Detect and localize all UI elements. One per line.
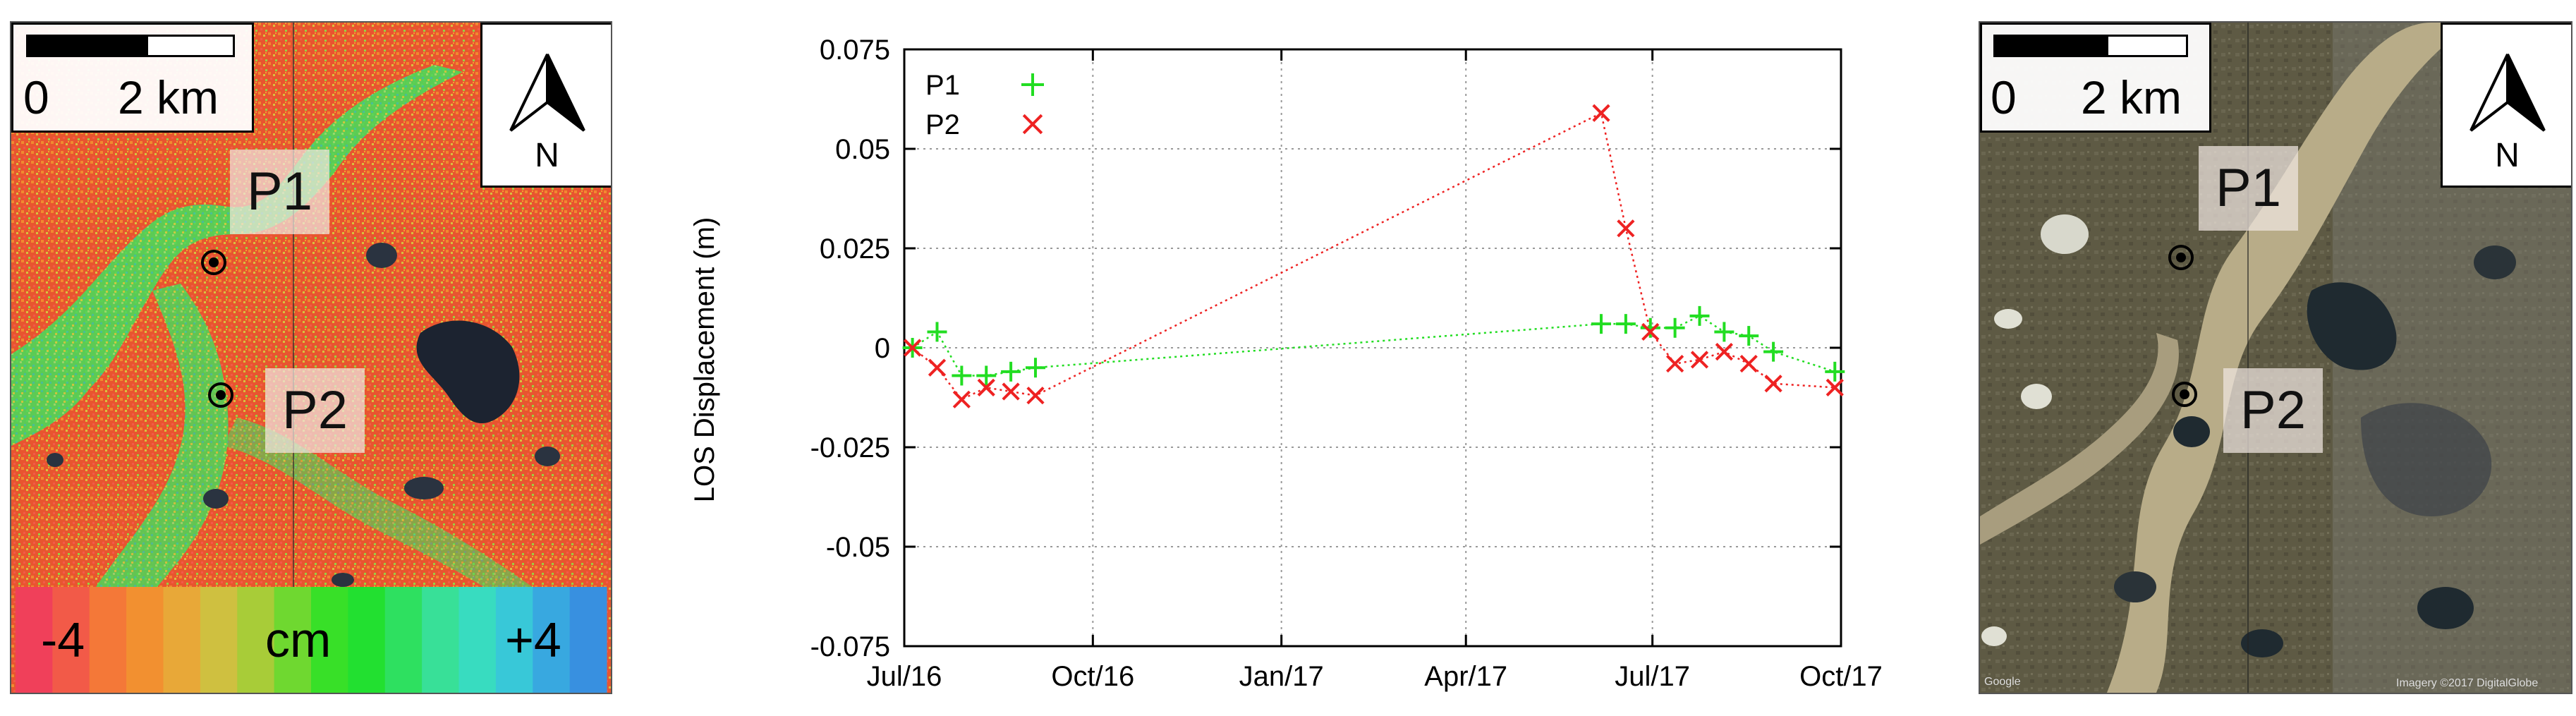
x-tick-label: Jul/16 — [867, 661, 942, 692]
data-point-p1 — [976, 365, 997, 386]
data-point-p2 — [952, 390, 971, 408]
colorbar-swatch — [52, 587, 90, 693]
data-point-p2 — [1764, 375, 1782, 393]
colorbar-swatch — [237, 587, 275, 693]
data-point-p2 — [1715, 343, 1733, 361]
legend-label-p1: P1 — [925, 70, 960, 101]
scale-bar-zero-right: 0 — [1991, 71, 2017, 123]
data-point-p2 — [1739, 354, 1758, 373]
scale-bar-distance: 2 km — [118, 71, 219, 123]
data-point-p1 — [1714, 322, 1734, 342]
p2-location-marker — [208, 382, 233, 408]
colorbar-swatch — [89, 587, 127, 693]
scale-bar-zero: 0 — [23, 71, 49, 123]
p2-label-right: P2 — [2223, 368, 2323, 453]
chart-plot: -0.075 -0.05 -0.025 0 0.025 0.05 0.075 Jul/16 Oc… — [689, 35, 1883, 692]
x-tick-label: Oct/17 — [1799, 661, 1883, 692]
data-point-p2 — [977, 378, 995, 397]
y-tick-label: 0.05 — [835, 134, 890, 165]
y-tick-label: -0.025 — [810, 432, 890, 463]
data-point-p2 — [1690, 351, 1709, 369]
map-credit-imagery: Imagery ©2017 DigitalGlobe — [2396, 677, 2539, 689]
colorbar-swatch — [458, 587, 497, 693]
data-point-p1 — [1763, 341, 1784, 362]
colorbar-max-label: +4 — [505, 612, 561, 667]
legend-marker-p2 — [1022, 114, 1043, 135]
colorbar-swatch — [274, 587, 312, 693]
scale-bar-right: 0 2 km — [1980, 23, 2211, 133]
y-tick-label: -0.05 — [826, 532, 890, 563]
legend-label-p2: P2 — [925, 109, 960, 140]
data-point-p1 — [927, 322, 947, 342]
data-point-p2 — [1026, 387, 1045, 405]
data-point-p2 — [1825, 378, 1844, 397]
north-label-right: N — [2495, 137, 2520, 174]
data-point-p1 — [1665, 317, 1685, 338]
data-point-p1 — [1640, 317, 1660, 338]
y-tick-label: 0 — [875, 333, 890, 364]
data-point-p1 — [1689, 305, 1710, 326]
scale-bar: 0 2 km — [11, 23, 254, 133]
p1-label-right: P1 — [2199, 146, 2298, 231]
data-point-p1 — [1001, 361, 1021, 382]
colorbar-swatch — [126, 587, 164, 693]
chart-marks — [902, 104, 1845, 408]
colorbar-swatch — [533, 587, 571, 693]
colorbar-swatch — [163, 587, 201, 693]
colorbar-swatch — [569, 587, 607, 693]
scale-bar-distance-right: 2 km — [2081, 71, 2182, 123]
data-point-p1 — [952, 365, 972, 386]
y-axis-label: LOS Displacement (m) — [689, 217, 720, 503]
p2-location-marker-right — [2172, 382, 2197, 407]
displacement-chart: -0.075 -0.05 -0.025 0 0.025 0.05 0.075 Jul/16 Oc… — [677, 28, 1904, 712]
y-tick-label: 0.025 — [820, 233, 890, 265]
colorbar-swatch — [348, 587, 386, 693]
colorbar-swatch — [495, 587, 533, 693]
data-point-p2 — [1592, 104, 1610, 122]
north-arrow-icon — [509, 54, 585, 132]
north-arrow-icon-right — [2469, 54, 2546, 132]
data-point-p1 — [1739, 326, 1759, 346]
colorbar-unit-label: cm — [265, 612, 332, 667]
data-point-p1 — [1615, 314, 1636, 334]
p1-label: P1 — [230, 150, 329, 234]
series-line-p1 — [911, 315, 1835, 377]
satellite-image-map: 0 2 km N P1 P2 Google Imagery ©2017 Digi… — [1979, 21, 2572, 694]
insar-deformation-map: 0 2 km N P1 P2 -4 cm +4 — [10, 21, 612, 694]
data-point-p2 — [928, 358, 947, 377]
map-credit-provider: Google — [1984, 676, 2021, 688]
data-point-p2 — [904, 339, 922, 357]
north-arrow-right: N — [2441, 23, 2571, 188]
data-point-p2 — [1641, 322, 1660, 341]
north-label: N — [535, 137, 559, 174]
colorbar-swatch — [422, 587, 459, 693]
data-point-p1 — [1025, 358, 1045, 378]
x-tick-label: Jan/17 — [1239, 661, 1324, 692]
colorbar-swatch — [16, 587, 53, 693]
x-tick-label: Oct/16 — [1051, 661, 1134, 692]
colorbar-swatch — [200, 587, 238, 693]
colorbar-swatch — [384, 587, 423, 693]
y-tick-label: -0.075 — [810, 631, 890, 662]
chart-axes: -0.075 -0.05 -0.025 0 0.025 0.05 0.075 Jul/16 Oc… — [810, 35, 1883, 692]
p1-location-marker — [201, 250, 226, 275]
p1-location-marker-right — [2168, 245, 2194, 270]
colorbar-min-label: -4 — [41, 612, 85, 667]
data-point-p2 — [1002, 382, 1020, 401]
colorbar-swatch — [311, 587, 348, 693]
legend-marker-p1 — [1021, 73, 1044, 96]
north-arrow: N — [480, 23, 611, 188]
satellite-image — [1980, 23, 2571, 693]
y-tick-label: 0.075 — [820, 35, 890, 66]
p2-label: P2 — [265, 368, 365, 453]
chart-grid — [904, 49, 1842, 647]
data-point-p2 — [1666, 354, 1684, 373]
data-point-p1 — [1825, 361, 1845, 382]
x-tick-label: Apr/17 — [1424, 661, 1507, 692]
colorbar — [16, 587, 607, 693]
data-point-p1 — [1591, 314, 1612, 334]
x-tick-label: Jul/17 — [1615, 661, 1690, 692]
data-point-p2 — [1617, 219, 1635, 238]
